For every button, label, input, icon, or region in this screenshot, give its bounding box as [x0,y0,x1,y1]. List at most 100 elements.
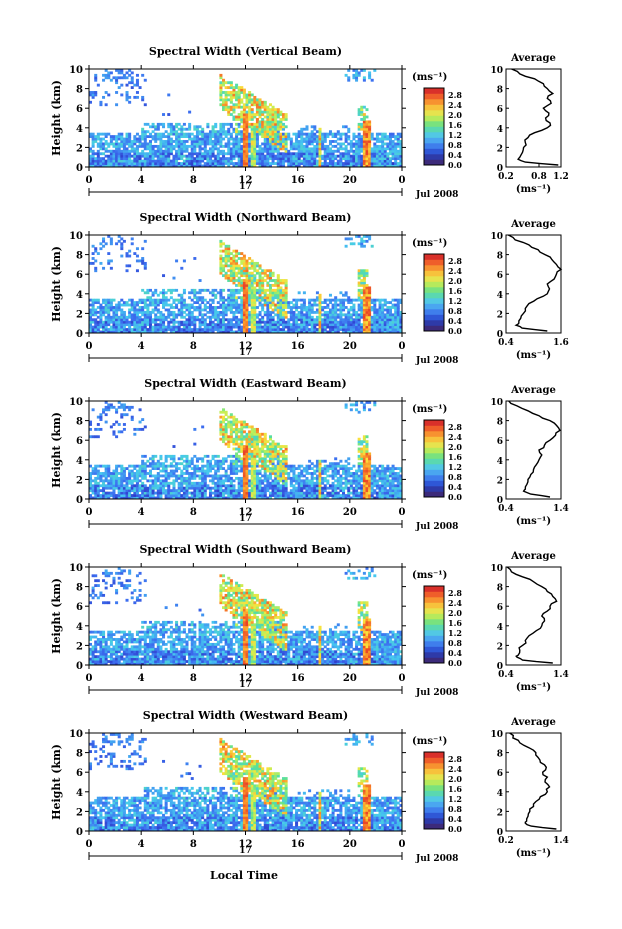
heatmap-cell [282,291,286,295]
heatmap-cell [175,328,179,331]
heatmap-cell [362,284,366,287]
heatmap-cell [326,135,330,138]
heatmap-cell [292,315,296,319]
heatmap-cell [222,318,226,322]
heatmap-cell [94,152,98,156]
heatmap-cell [201,474,205,478]
heatmap-cell [177,481,181,485]
heatmap-cell [229,113,233,116]
heatmap-cell [135,313,139,317]
heatmap-cell [297,325,301,329]
heatmap-cell [219,159,223,163]
heatmap-cell [349,142,353,146]
heatmap-cell [146,320,150,324]
heatmap-cell [255,118,259,121]
heatmap-cell [125,486,129,490]
heatmap-cell [208,330,212,334]
heatmap-cell [128,135,132,138]
heatmap-cell [169,122,173,126]
heatmap-cell [237,152,241,156]
heatmap-cell [336,315,340,319]
heatmap-cell [315,298,319,302]
heatmap-cell [125,149,129,153]
heatmap-cell [245,264,249,268]
heatmap-cell [268,142,272,146]
heatmap-cell [185,132,189,136]
heatmap-cell [154,132,158,136]
heatmap-cell [396,308,400,312]
heatmap-cell [162,142,166,146]
heatmap-cell [201,494,205,497]
heatmap-cell [172,301,176,304]
heatmap-cell [336,323,340,327]
heatmap-cell [151,293,155,297]
heatmap-cell [203,464,207,468]
heatmap-cell [222,467,226,470]
heatmap-cell [104,76,108,80]
heatmap-cell [112,137,116,141]
heatmap-cell [235,254,239,258]
heatmap-cell [201,425,205,429]
heatmap-cell [190,320,194,324]
heatmap-cell [164,135,168,138]
heatmap-cell [331,140,335,143]
heatmap-cell [344,147,348,151]
heatmap-cell [112,330,116,334]
heatmap-cell [112,298,116,302]
heatmap-cell [365,235,369,238]
heatmap-cell [135,91,139,94]
heatmap-cell [135,320,139,324]
heatmap-cell [263,127,267,131]
heatmap-cell [222,259,226,263]
heatmap-cell [89,157,93,161]
heatmap-cell [271,149,275,153]
heatmap-cell [263,120,267,124]
heatmap-cell [394,308,398,312]
heatmap-cell [279,159,283,163]
heatmap-cell [263,301,267,304]
heatmap-cell [237,252,241,255]
heatmap-cell [250,118,254,121]
heatmap-cell [344,293,348,297]
heatmap-cell [284,125,288,129]
heatmap-cell [323,152,327,156]
heatmap-cell [216,313,220,317]
heatmap-cell [235,105,239,109]
heatmap-cell [302,315,306,319]
heatmap-cell [315,310,319,314]
heatmap-cell [336,303,340,307]
heatmap-cell [224,86,228,89]
heatmap-cell [242,486,246,490]
heatmap-cell [141,159,145,163]
heatmap-cell [271,105,275,109]
heatmap-cell [300,135,304,138]
heatmap-cell [193,474,197,478]
heatmap-cell [235,303,239,307]
heatmap-cell [255,288,259,292]
heatmap-cell [156,122,160,126]
heatmap-cell [216,320,220,324]
colorbar-swatch [424,148,444,155]
heatmap-cell [135,472,139,475]
heatmap-cell [266,159,270,163]
heatmap-cell [115,78,119,82]
heatmap-cell [193,162,197,165]
heatmap-cell [310,140,314,143]
heatmap-cell [232,318,236,322]
colorbar-swatch [424,265,444,271]
heatmap-cell [235,132,239,136]
heatmap-cell [323,144,327,148]
heatmap-cell [271,320,275,324]
heatmap-cell [193,472,197,475]
heatmap-cell [323,330,327,334]
heatmap-cell [276,301,280,304]
heatmap-cell [276,125,280,129]
heatmap-cell [130,303,134,307]
heatmap-cell [109,140,113,143]
heatmap-cell [172,164,176,168]
colorbar-swatch [424,276,444,282]
heatmap-cell [268,110,272,114]
heatmap-cell [318,149,322,153]
heatmap-cell [94,78,98,82]
heatmap-cell [120,152,124,156]
